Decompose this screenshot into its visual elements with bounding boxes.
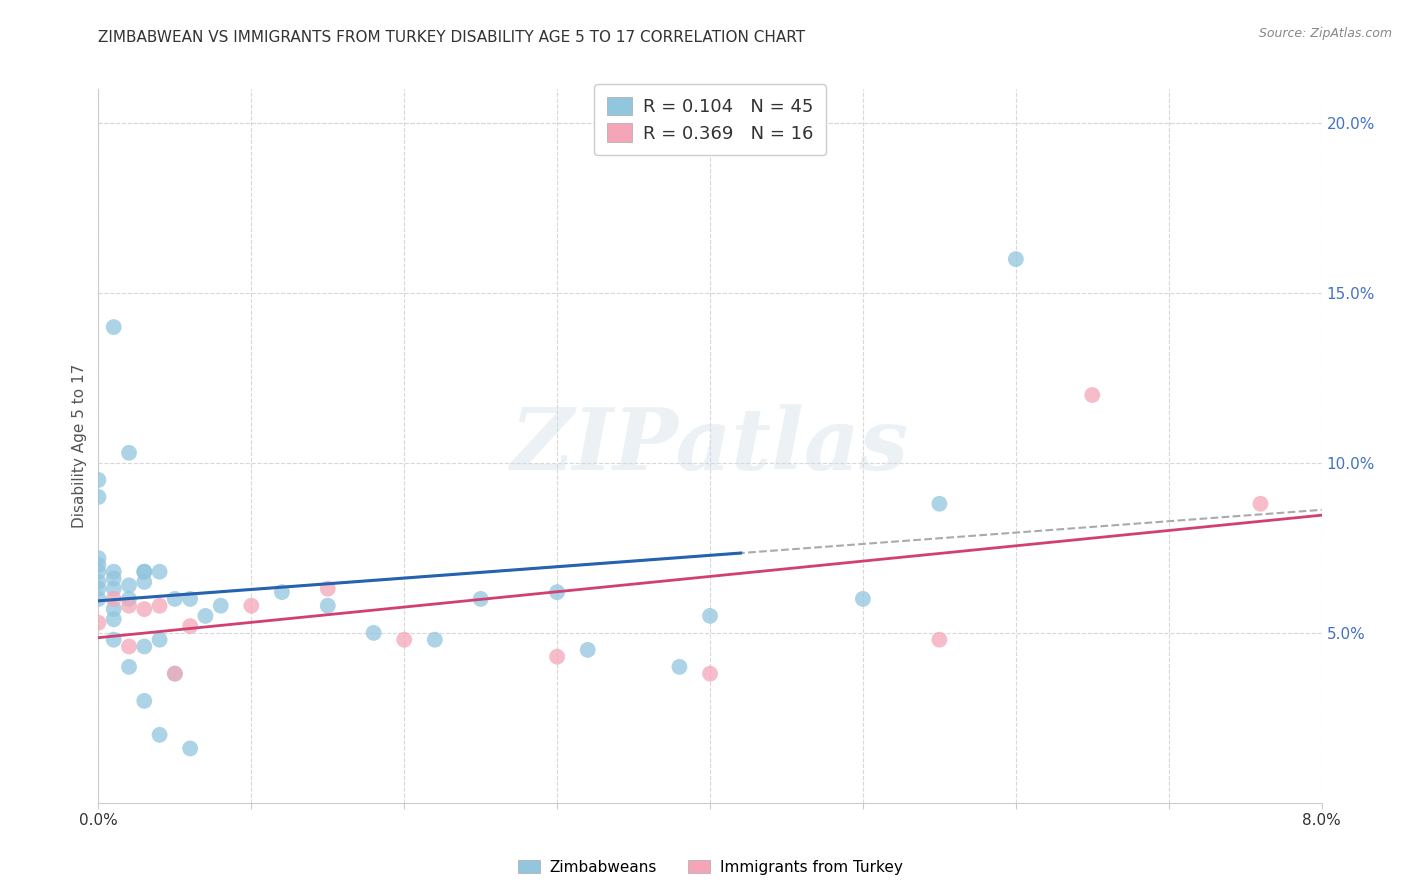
Point xyxy=(118,446,141,460)
Point xyxy=(163,666,186,681)
Point xyxy=(149,632,172,647)
Point xyxy=(103,572,125,586)
Point xyxy=(363,626,385,640)
Text: ZIPatlas: ZIPatlas xyxy=(510,404,910,488)
Point xyxy=(1004,252,1026,266)
Point xyxy=(103,612,125,626)
Y-axis label: Disability Age 5 to 17: Disability Age 5 to 17 xyxy=(72,364,87,528)
Point xyxy=(179,741,201,756)
Point xyxy=(546,649,568,664)
Point xyxy=(134,694,156,708)
Point xyxy=(270,585,294,599)
Point xyxy=(134,640,156,654)
Point xyxy=(1249,497,1271,511)
Text: ZIMBABWEAN VS IMMIGRANTS FROM TURKEY DISABILITY AGE 5 TO 17 CORRELATION CHART: ZIMBABWEAN VS IMMIGRANTS FROM TURKEY DIS… xyxy=(98,29,806,45)
Point xyxy=(546,585,568,599)
Point xyxy=(134,565,156,579)
Point xyxy=(699,666,721,681)
Point xyxy=(87,558,110,572)
Point xyxy=(240,599,263,613)
Legend: Zimbabweans, Immigrants from Turkey: Zimbabweans, Immigrants from Turkey xyxy=(512,854,908,880)
Point xyxy=(87,582,110,596)
Point xyxy=(87,551,110,566)
Point xyxy=(179,591,201,606)
Point xyxy=(209,599,232,613)
Point xyxy=(316,599,339,613)
Point xyxy=(149,599,172,613)
Text: Source: ZipAtlas.com: Source: ZipAtlas.com xyxy=(1258,27,1392,40)
Point xyxy=(103,591,125,606)
Point xyxy=(118,640,141,654)
Point xyxy=(134,602,156,616)
Point xyxy=(103,565,125,579)
Point xyxy=(103,582,125,596)
Point xyxy=(423,632,446,647)
Point xyxy=(928,497,950,511)
Point xyxy=(103,320,125,334)
Point xyxy=(118,591,141,606)
Point xyxy=(134,565,156,579)
Point xyxy=(149,728,172,742)
Point xyxy=(134,574,156,589)
Point xyxy=(163,591,186,606)
Point xyxy=(668,660,690,674)
Point xyxy=(179,619,201,633)
Point xyxy=(699,608,721,623)
Point xyxy=(928,632,950,647)
Point xyxy=(118,599,141,613)
Point xyxy=(163,666,186,681)
Point xyxy=(852,591,875,606)
Point xyxy=(87,591,110,606)
Point xyxy=(149,565,172,579)
Point xyxy=(87,574,110,589)
Point xyxy=(118,660,141,674)
Point xyxy=(1081,388,1104,402)
Point xyxy=(87,473,110,487)
Point xyxy=(470,591,492,606)
Point xyxy=(103,602,125,616)
Point xyxy=(118,578,141,592)
Point xyxy=(103,632,125,647)
Point xyxy=(392,632,416,647)
Point xyxy=(87,615,110,630)
Point xyxy=(87,490,110,504)
Point xyxy=(576,643,599,657)
Point xyxy=(87,565,110,579)
Point xyxy=(194,608,217,623)
Point xyxy=(316,582,339,596)
